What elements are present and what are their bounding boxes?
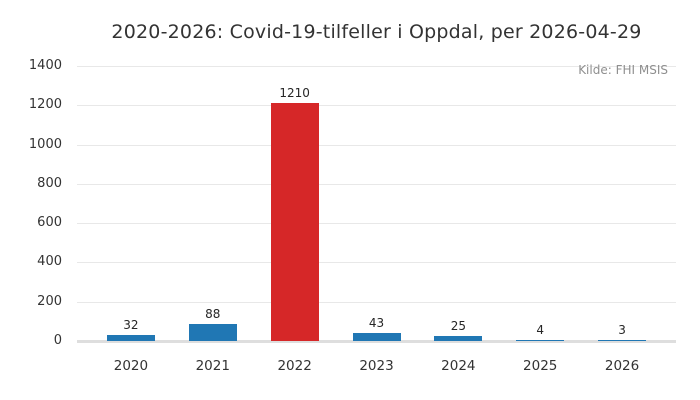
y-tick-label-600: 600 [37,215,62,231]
y-tick-label-200: 200 [37,293,62,309]
x-tick-label-2020: 2020 [113,358,149,374]
bar-2024 [434,336,483,341]
gridline-y200 [77,301,676,303]
y-tick-label-1400: 1400 [28,58,62,73]
gridline-y0 [77,340,676,343]
gridline-y400 [77,262,676,264]
bar-value-label-2026: 3 [618,323,626,338]
bar-value-label-2023: 43 [368,315,385,330]
bar-value-label-2021: 88 [205,306,221,321]
gridline-y1400 [77,66,676,67]
chart-title: 2020-2026: Covid-19-tilfeller i Oppdal, … [111,21,642,43]
bar-2023 [352,332,401,341]
gridline-y800 [77,183,676,185]
gridline-y1200 [77,105,676,107]
bar-value-label-2024: 25 [450,319,466,334]
y-tick-label-1200: 1200 [28,97,62,113]
x-tick-label-2022: 2022 [277,358,312,374]
gridline-y1000 [77,144,676,146]
bar-2025 [516,340,565,341]
bar-2020 [106,334,155,341]
bar-2022 [270,103,319,341]
bar-value-label-2022: 1210 [279,86,310,101]
y-tick-label-0: 0 [53,333,62,348]
bar-2026 [598,340,647,341]
y-tick-label-800: 800 [37,175,62,191]
y-tick-label-1000: 1000 [28,136,62,152]
gridline-y600 [77,223,676,225]
x-tick-label-2025: 2025 [523,358,558,374]
bar-value-label-2020: 32 [123,317,139,332]
x-tick-label-2023: 2023 [359,358,394,374]
source-label: Kilde: FHI MSIS [578,63,668,77]
x-tick-label-2026: 2026 [604,358,640,374]
plot-area: Kilde: FHI MSIS 32 88 1210 43 25 4 3 [77,63,676,343]
x-tick-label-2021: 2021 [195,358,230,374]
bar-value-label-2025: 4 [536,323,545,338]
bar-2021 [188,323,237,341]
y-tick-label-400: 400 [37,254,62,270]
x-tick-label-2024: 2024 [441,358,476,374]
